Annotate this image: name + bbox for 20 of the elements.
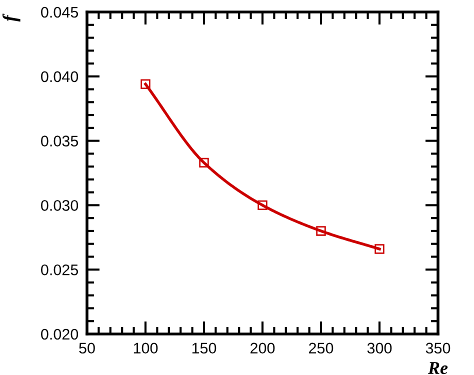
y-axis-title: f: [2, 14, 20, 22]
x-tick-label: 150: [192, 342, 216, 354]
x-axis-title: Re: [428, 362, 448, 374]
point: [199, 158, 209, 168]
y-tick-label: 0.035: [41, 136, 78, 146]
x-tick-label: 200: [250, 342, 275, 354]
y-tick-label: 0.025: [41, 264, 78, 276]
point: [316, 226, 326, 236]
x-tick-label: 250: [309, 342, 334, 354]
y-tick-label: 0.020: [41, 328, 78, 340]
y-tick-label: 0.030: [41, 200, 78, 211]
x-tick-label: 100: [134, 342, 158, 354]
point: [140, 79, 150, 89]
x-tick-label: 350: [426, 342, 450, 354]
x-tick-label: 50: [79, 342, 95, 354]
point: [374, 244, 384, 254]
y-tick-label: 0.045: [41, 6, 78, 18]
x-tick-label: 300: [367, 342, 392, 354]
y-tick-label: 0.040: [41, 71, 78, 82]
point: [258, 200, 268, 210]
